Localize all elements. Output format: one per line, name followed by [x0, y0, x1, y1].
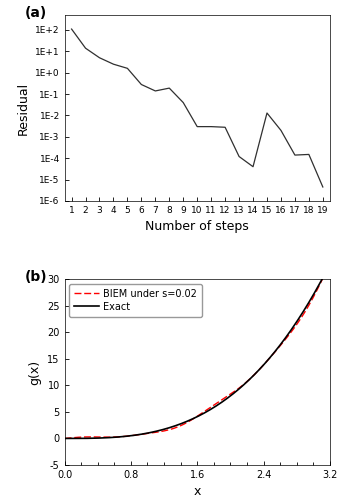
X-axis label: Number of steps: Number of steps [145, 220, 249, 234]
Text: (a): (a) [25, 6, 47, 20]
Exact [63, 436, 67, 442]
Exact [188, 417, 192, 423]
Exact [186, 418, 190, 424]
Y-axis label: Residual: Residual [17, 82, 30, 134]
Exact [203, 410, 207, 416]
Exact [323, 270, 327, 276]
BIEM under s=0.02 [188, 418, 192, 424]
BIEM under s=0.02 [218, 398, 222, 404]
Exact [317, 282, 321, 288]
Exact [276, 344, 280, 350]
Y-axis label: g(x): g(x) [29, 360, 42, 384]
BIEM under s=0.02 [276, 346, 280, 352]
BIEM under s=0.02 [63, 436, 67, 442]
Line: BIEM under s=0.02: BIEM under s=0.02 [65, 274, 325, 438]
Line: Exact: Exact [65, 274, 325, 438]
X-axis label: x: x [193, 486, 201, 498]
BIEM under s=0.02 [323, 270, 327, 276]
BIEM under s=0.02 [203, 408, 207, 414]
BIEM under s=0.02 [317, 284, 321, 290]
Legend: BIEM under s=0.02, Exact: BIEM under s=0.02, Exact [69, 284, 202, 316]
Text: (b): (b) [25, 270, 48, 284]
BIEM under s=0.02 [186, 419, 190, 425]
Exact [218, 400, 222, 406]
